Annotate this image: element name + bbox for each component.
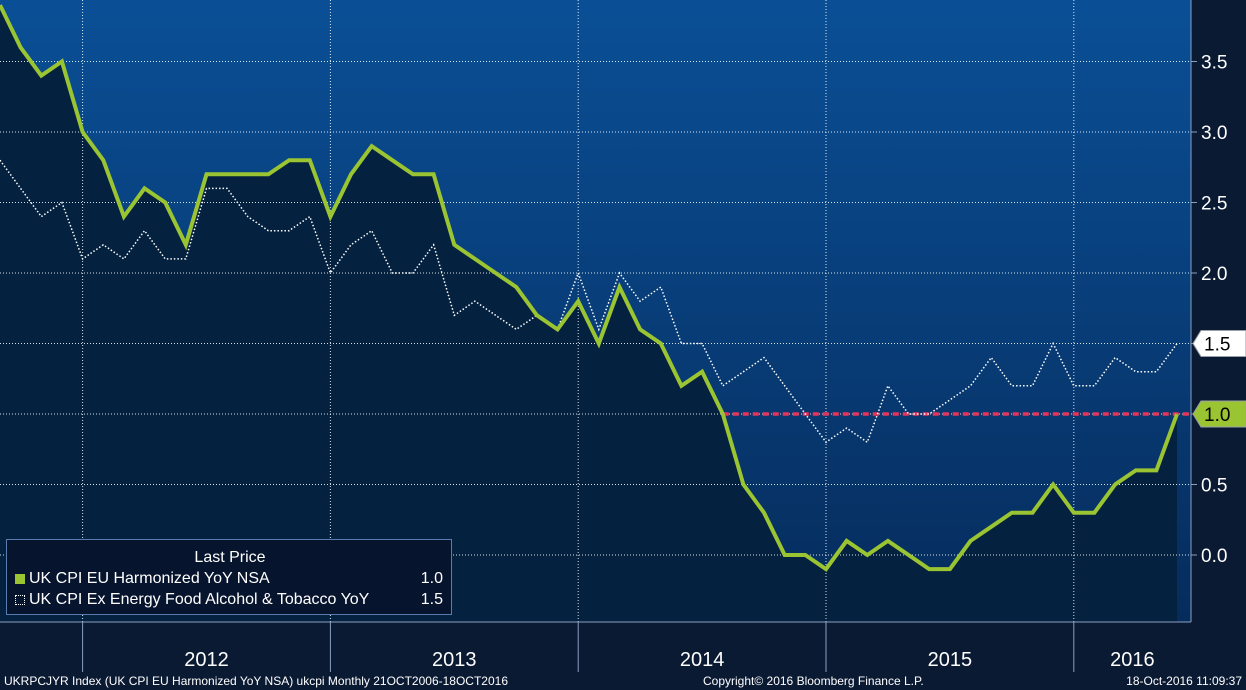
legend-swatch-solid-icon — [15, 574, 25, 584]
legend-value: 1.5 — [420, 591, 443, 608]
y-tick-label: 2.5 — [1201, 194, 1227, 215]
right-axis-panel — [1191, 0, 1246, 622]
legend: Last Price UK CPI EU Harmonized YoY NSA … — [6, 539, 452, 615]
legend-swatch-dotted-icon — [15, 595, 25, 605]
cpi-area-fill — [0, 5, 1177, 623]
cpi-core-last-tag-label: 1.5 — [1204, 335, 1230, 356]
y-tick-label: 0.0 — [1201, 546, 1227, 567]
x-year-label: 2016 — [1110, 649, 1155, 671]
footer-source: UKRPCJYR Index (UK CPI EU Harmonized YoY… — [4, 674, 508, 688]
cpi-harmonized-last-tag-label: 1.0 — [1204, 405, 1230, 426]
x-year-label: 2015 — [928, 649, 973, 671]
legend-label: UK CPI EU Harmonized YoY NSA — [29, 570, 270, 587]
y-tick-label: 2.0 — [1201, 264, 1227, 285]
y-tick-label: 0.5 — [1201, 476, 1227, 497]
legend-item-cpi-harmonized: UK CPI EU Harmonized YoY NSA 1.0 — [15, 569, 443, 589]
legend-value: 1.0 — [420, 570, 443, 587]
bottom-axis-panel — [0, 622, 1246, 690]
footer-timestamp: 18-Oct-2016 11:09:37 — [1126, 674, 1242, 688]
legend-label: UK CPI Ex Energy Food Alcohol & Tobacco … — [29, 591, 370, 608]
x-year-label: 2013 — [432, 649, 477, 671]
legend-item-cpi-core: UK CPI Ex Energy Food Alcohol & Tobacco … — [15, 590, 443, 610]
legend-title: Last Price — [194, 549, 266, 566]
y-tick-label: 3.0 — [1201, 123, 1227, 144]
cpi-harmonized-last-tag — [1192, 400, 1246, 428]
x-year-label: 2012 — [184, 649, 229, 671]
cpi-core-last-tag — [1192, 330, 1246, 357]
footer-copyright: Copyright© 2016 Bloomberg Finance L.P. — [703, 674, 924, 688]
y-tick-label: 3.5 — [1201, 53, 1227, 74]
series-cpi-harmonized-line — [0, 4, 1179, 572]
x-year-label: 2014 — [680, 649, 725, 671]
